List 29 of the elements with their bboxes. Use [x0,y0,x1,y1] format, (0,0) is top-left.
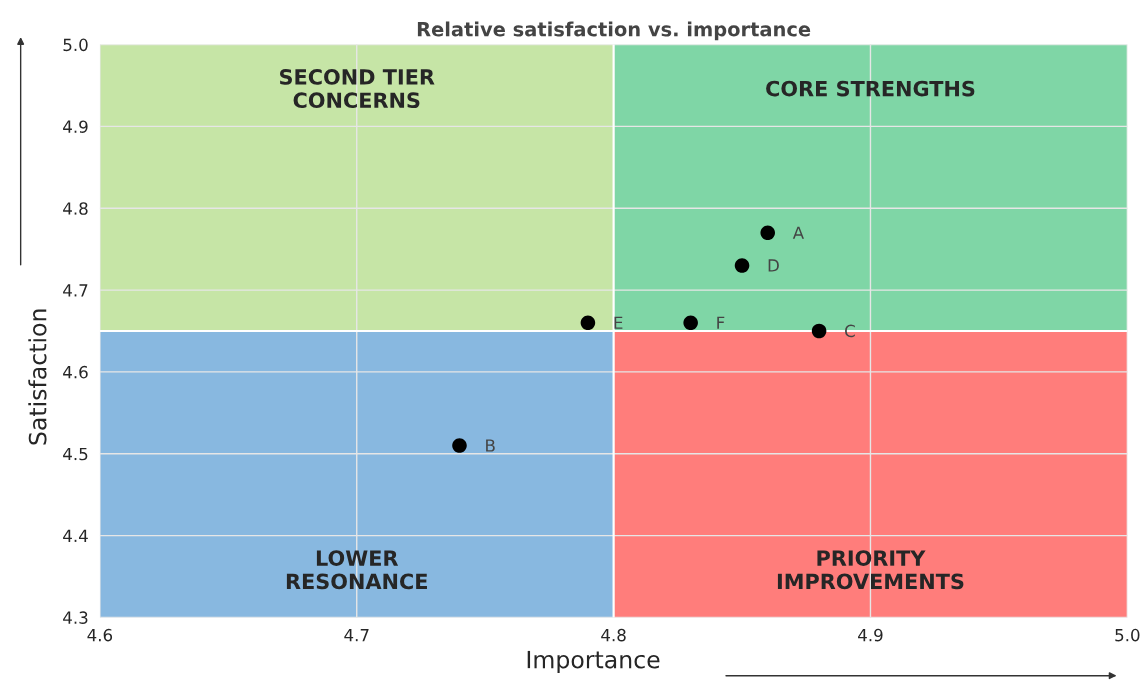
y-tick-label: 4.5 [63,447,88,461]
annotation: LOWER RESONANCE [286,550,427,590]
x-tick-label: 4.8 [601,628,626,642]
y-tick-label: 4.4 [63,529,88,542]
y-tick-label: 5.0 [63,38,88,52]
y-tick-label: 4.3 [63,611,88,624]
y-axis-title: Satisfaction [28,309,47,445]
x-tick-label: 5.0 [1115,628,1140,642]
y-tick-label: 4.7 [63,284,88,297]
annotation: A [792,226,804,239]
point [734,258,750,273]
annotation: PRIORITY IMPROVEMENTS [777,550,964,590]
x-tick-label: 4.7 [344,629,369,642]
y-tick-label: 4.6 [63,365,88,379]
point [683,315,698,331]
x-tick-label: 4.9 [858,628,883,642]
x-tick-label: 4.6 [87,628,113,642]
y-tick-label: 4.8 [63,202,88,215]
chart-title: Relative satisfaction vs. importance [417,21,811,41]
point [580,315,596,331]
y-tick-label: 4.9 [63,120,88,133]
annotation: D [768,259,779,272]
point [811,323,827,339]
point [760,225,776,241]
annotation: SECOND TIER CONCERNS [280,69,435,109]
annotation: B [486,439,495,452]
annotation: F [717,316,725,329]
point [452,438,467,453]
x-axis-title: Importance [527,650,660,674]
